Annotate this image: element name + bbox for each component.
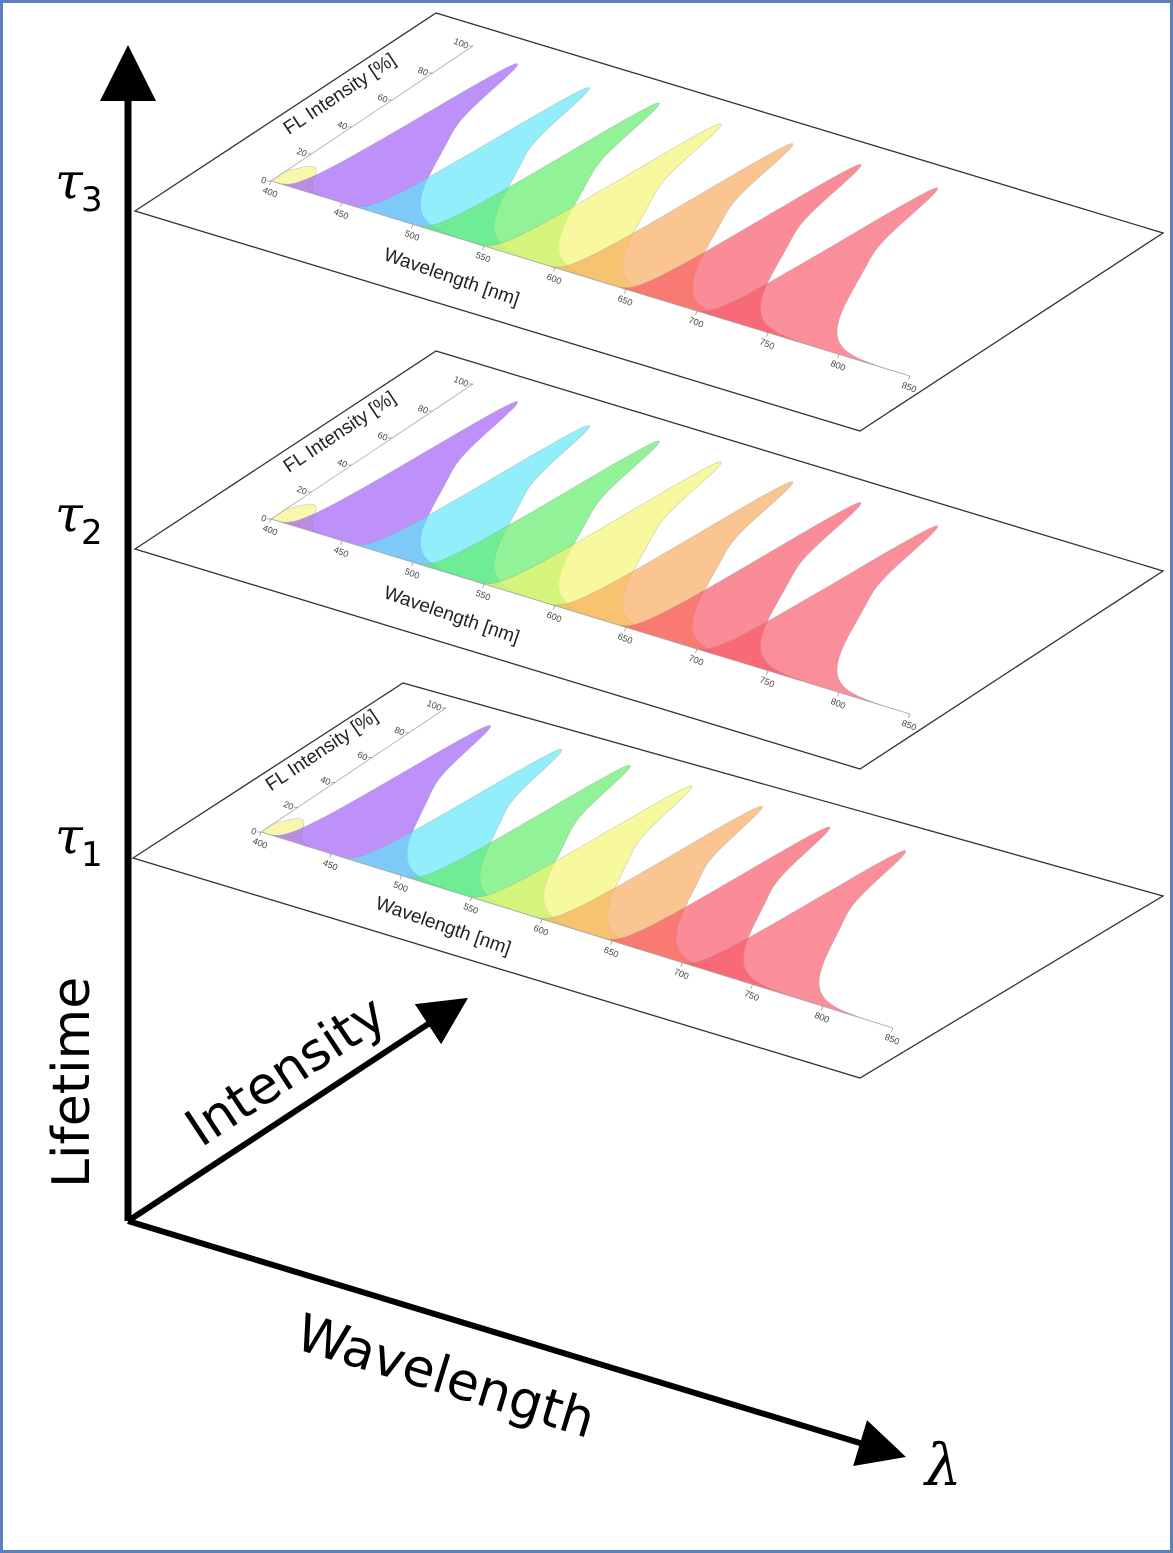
panel-tau2: 4004505005506006507007508008500204060801… [133, 350, 1165, 770]
x-tick-mark [837, 354, 840, 359]
tau-symbol: τ [55, 485, 84, 543]
x-tick-mark [695, 310, 698, 316]
tau-subscript: 2 [81, 513, 103, 553]
x-tick-mark [259, 831, 262, 837]
y-tick-label: 80 [393, 725, 406, 738]
panel-tau3: 4004505005506006507007508008500204060801… [133, 12, 1165, 432]
x-tick-mark [837, 692, 840, 697]
diagram-canvas: 4004505005506006507007508008500204060801… [42, 12, 1165, 1499]
panel-plane [133, 12, 1165, 432]
x-tick-mark [695, 648, 698, 654]
wavelength-axis-line [270, 518, 911, 715]
x-tick-mark [553, 267, 556, 272]
x-tick-mark [908, 713, 911, 719]
y-tick-label: 80 [417, 65, 430, 78]
x-tick-mark [553, 605, 556, 610]
y-tick-label: 40 [319, 774, 332, 787]
y-tick-label: 60 [376, 92, 389, 105]
y-tick-label: 60 [376, 430, 389, 443]
x-tick-mark [482, 245, 485, 251]
x-tick-mark [891, 1027, 894, 1033]
y-tick-label: 40 [336, 457, 349, 470]
y-tick-label: 20 [282, 799, 295, 812]
x-tick-mark [411, 224, 414, 229]
spectrum-727nm [656, 850, 907, 1029]
x-tick-mark [820, 1006, 824, 1011]
lifetime-level-labels: τ 3 τ 2 τ 1 [55, 152, 103, 875]
x-tick-mark [411, 562, 414, 567]
x-tick-mark [624, 289, 627, 294]
y-tick-label: 60 [356, 749, 369, 762]
spectra [270, 63, 939, 377]
spectra [260, 724, 907, 1029]
level-label-tau3: τ 3 [55, 152, 103, 220]
y-tick-label: 0 [260, 175, 268, 186]
intensity-axis-line [270, 383, 474, 520]
x-tick-mark [624, 627, 627, 632]
x-tick-mark [766, 332, 769, 337]
lifetime-axis-label: Lifetime [42, 977, 102, 1188]
y-tick-label: 0 [250, 826, 258, 837]
lifetime-panels: 4004505005506006507007508008500204060801… [131, 12, 1165, 1079]
x-tick-mark [680, 962, 683, 967]
panel-tau1: 4004505005506006507007508008500204060801… [131, 682, 1165, 1079]
wavelength-axis-label: Wavelength [289, 1303, 602, 1451]
x-tick-mark [399, 875, 402, 880]
x-tick-mark [750, 984, 753, 989]
x-tick-mark [340, 540, 343, 545]
wavelength-axis-arrow [127, 1218, 906, 1467]
tau-symbol: τ [55, 807, 84, 865]
x-tick-mark [482, 583, 485, 589]
y-tick-label: 80 [417, 403, 430, 416]
y-tick-label: 20 [295, 146, 308, 159]
x-tick-mark [908, 375, 911, 381]
spectra [270, 401, 939, 715]
spectrum-727nm [671, 525, 939, 715]
y-tick-label: 40 [336, 119, 349, 132]
level-label-tau1: τ 1 [55, 807, 103, 875]
x-tick-mark [540, 918, 543, 924]
x-tick-mark [469, 897, 472, 902]
x-tick-mark [340, 202, 343, 207]
tau-subscript: 1 [81, 835, 103, 875]
y-tick-label: 0 [260, 513, 268, 524]
intensity-axis-arrow [126, 997, 469, 1224]
x-tick-mark [610, 940, 613, 946]
x-tick-mark [329, 853, 332, 858]
level-label-tau2: τ 2 [55, 485, 103, 553]
intensity-axis-line [260, 707, 447, 833]
x-tick-mark [269, 518, 272, 524]
wavelength-axis-line [270, 180, 911, 377]
x-tick-mark [269, 180, 272, 186]
intensity-axis-line [270, 45, 474, 182]
intensity-axis-label: Intensity [175, 984, 397, 1159]
wavelength-axis-line [260, 831, 894, 1029]
tau-symbol: τ [55, 152, 84, 210]
y-tick-label: 20 [295, 484, 308, 497]
panel-plane [133, 350, 1165, 770]
spectrum-727nm [671, 187, 939, 377]
x-tick-mark [766, 670, 769, 675]
tau-subscript: 3 [81, 180, 103, 220]
lambda-symbol: λ [923, 1431, 962, 1499]
